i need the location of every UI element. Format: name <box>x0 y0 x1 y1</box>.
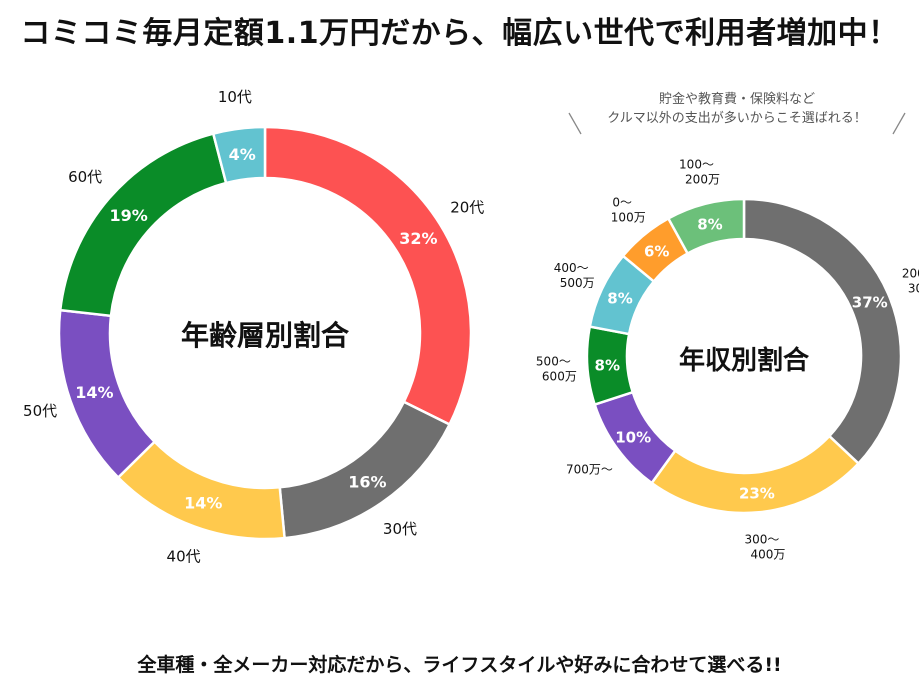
chart0-category-label-0-line-0: 20代 <box>450 199 484 217</box>
chart0-category-label-0: 20代 <box>450 199 484 217</box>
chart0-slice-2 <box>116 439 286 541</box>
footer-caption: 全車種・全メーカー対応だから、ライフスタイルや好みに合わせて選べる!! <box>137 654 782 676</box>
chart1-slice-0 <box>742 197 903 466</box>
chart0-value-label-4: 19% <box>109 206 147 225</box>
income-chart-title: 年収別割合 <box>679 345 810 376</box>
chart0-value-label-2: 14% <box>184 494 222 513</box>
chart1-value-label-5: 6% <box>644 242 669 260</box>
chart1-value-label-3: 8% <box>595 357 620 375</box>
age-donut-chart: 32% 20代 16% 30代 14% 40代 14% 50代 19% 60代 4% 10代 <box>23 88 484 566</box>
note-left-slash <box>568 112 582 135</box>
chart0-category-label-4-line-0: 60代 <box>68 168 102 186</box>
chart1-category-label-2: 700万〜 <box>566 462 613 476</box>
note-line-1: 貯金や教育費・保険料など <box>659 91 815 107</box>
chart1-category-label-4-line-1: 500万 <box>560 276 595 290</box>
chart0-slice-1 <box>278 400 452 540</box>
chart0-category-label-5: 10代 <box>218 88 252 106</box>
chart1-slice-6 <box>666 197 746 256</box>
chart0-slice-5 <box>211 125 267 185</box>
income-note: 貯金や教育費・保険料など クルマ以外の支出が多いからこそ選ばれる！ <box>568 91 906 135</box>
chart1-category-label-3-line-0: 500〜 <box>536 354 571 368</box>
chart0-category-label-5-line-0: 10代 <box>218 88 252 106</box>
note-line-2: クルマ以外の支出が多いからこそ選ばれる！ <box>607 110 867 126</box>
chart1-category-label-6-line-0: 100〜 <box>679 158 714 172</box>
chart1-category-label-3: 500〜 600万 <box>536 354 577 383</box>
chart0-category-label-3-line-0: 50代 <box>23 402 57 420</box>
chart1-category-label-4-line-0: 400〜 <box>554 261 589 275</box>
chart0-category-label-1-line-0: 30代 <box>383 520 417 538</box>
chart0-category-label-3: 50代 <box>23 402 57 420</box>
chart1-category-label-5-line-1: 100万 <box>611 210 646 224</box>
chart1-value-label-0: 37% <box>852 294 888 312</box>
chart1-category-label-3-line-1: 600万 <box>542 369 577 383</box>
chart1-category-label-1-line-1: 400万 <box>751 548 786 562</box>
chart1-value-label-6: 8% <box>697 215 722 233</box>
chart0-slice-0 <box>263 125 473 427</box>
chart1-category-label-0: 200〜300万 <box>902 267 919 296</box>
chart0-value-label-0: 32% <box>399 229 437 248</box>
headline: コミコミ毎月定額1.1万円だから、幅広い世代で利用者増加中！ <box>20 16 899 51</box>
chart1-category-label-5: 0〜 100万 <box>611 195 646 224</box>
chart1-category-label-2-line-0: 700万〜 <box>566 462 613 476</box>
chart1-category-label-6-line-1: 200万 <box>685 173 720 187</box>
chart0-category-label-2: 40代 <box>167 548 201 566</box>
note-right-slash <box>892 112 906 135</box>
chart1-category-label-1-line-0: 300〜 <box>745 533 780 547</box>
chart0-value-label-3: 14% <box>75 383 113 402</box>
age-chart-title: 年齢層別割合 <box>181 319 350 352</box>
chart0-value-label-1: 16% <box>348 473 386 492</box>
chart0-category-label-1: 30代 <box>383 520 417 538</box>
chart0-category-label-4: 60代 <box>68 168 102 186</box>
chart1-category-label-0-line-1: 300万 <box>908 282 919 296</box>
chart0-category-label-2-line-0: 40代 <box>167 548 201 566</box>
income-donut-chart: 37% 200〜300万 23% 300〜400万 10% 700万〜 8% 500〜600万… <box>536 158 919 562</box>
chart1-value-label-1: 23% <box>739 484 775 502</box>
chart1-category-label-6: 100〜 200万 <box>679 158 720 187</box>
chart1-category-label-5-line-0: 0〜 <box>612 195 632 209</box>
chart1-category-label-1: 300〜 400万 <box>745 533 786 562</box>
chart1-category-label-0-line-0: 200〜 <box>902 267 919 281</box>
chart1-value-label-4: 8% <box>607 290 632 308</box>
chart1-value-label-2: 10% <box>615 429 651 447</box>
chart0-value-label-5: 4% <box>229 145 256 164</box>
chart1-category-label-4: 400〜 500万 <box>554 261 595 290</box>
